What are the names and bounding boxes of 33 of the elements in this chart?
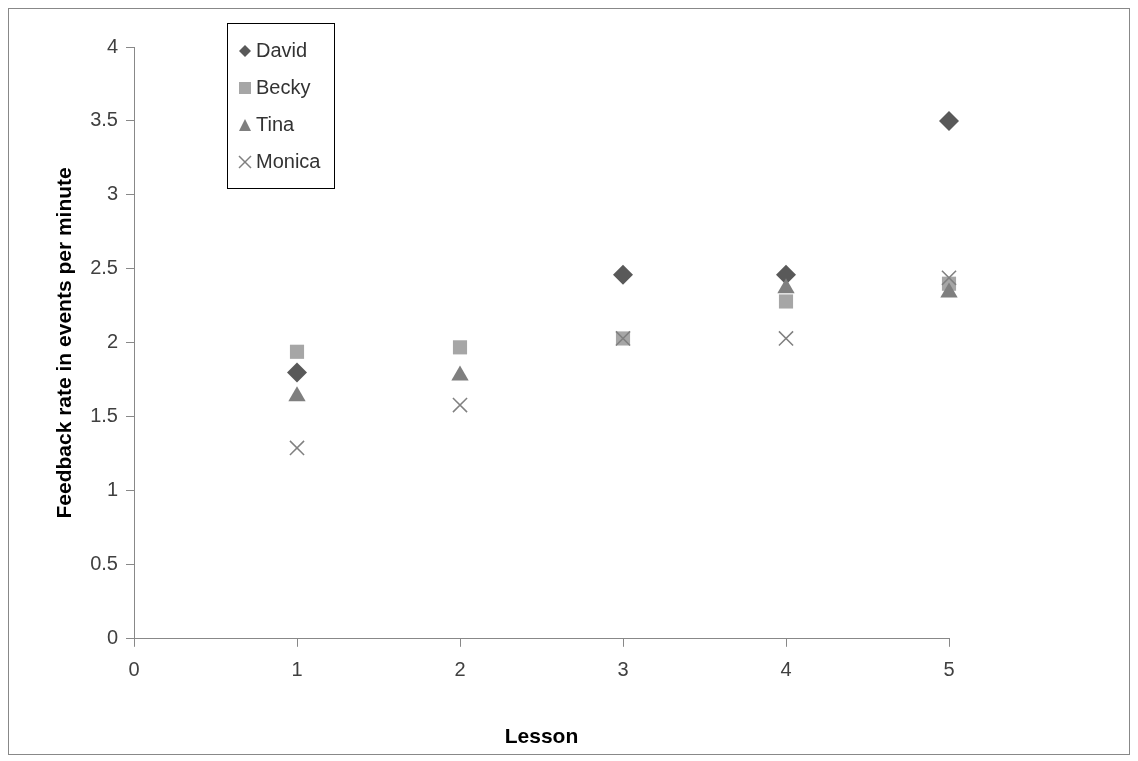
y-tick-label: 2.5 [90,256,118,279]
legend-label: Monica [256,149,321,174]
y-tick-label: 2 [106,330,118,353]
x-tick-label: 2 [454,658,466,681]
point [289,440,305,456]
x-tick-label: 4 [780,658,792,681]
y-tick-label: 1 [106,478,118,501]
y-tick-label: 3.5 [90,108,118,131]
y-tick-label: 1.5 [90,404,118,427]
point [778,294,794,309]
point [939,110,959,131]
y-axis-title: Feedback rate in events per minute [52,167,76,519]
legend-label: David [256,38,308,63]
point [941,269,957,286]
y-tick-label: 0 [106,626,118,649]
y-tick-label: 3 [106,182,118,205]
legend-label: Tina [256,112,295,137]
point [613,264,633,285]
x-tick-label: 3 [617,658,629,681]
x-axis-title: Lesson [504,724,579,748]
x-tick-label: 5 [943,658,955,681]
point [776,264,796,285]
y-tick-label: 4 [106,34,118,57]
y-tick-label: 0.5 [90,552,118,575]
legend-label: Becky [256,75,311,100]
point [777,278,795,294]
x-tick-label: 1 [291,658,303,681]
point [452,340,468,355]
point [778,330,794,347]
point [452,397,468,413]
point [287,362,307,383]
point [289,344,305,359]
x-tick-label: 0 [128,658,140,681]
